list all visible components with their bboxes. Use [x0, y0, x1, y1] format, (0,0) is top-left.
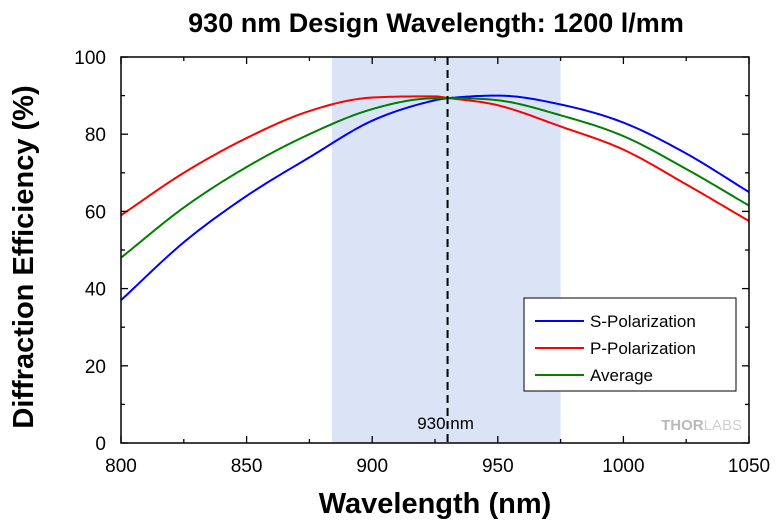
- y-tick-label: 60: [85, 202, 106, 223]
- y-tick-label: 20: [85, 357, 106, 378]
- watermark-part2: LABS: [704, 417, 742, 434]
- y-tick-labels: 0 20 40 60 80 100: [74, 48, 106, 455]
- x-tick-label: 850: [231, 456, 263, 477]
- y-tick-label: 0: [95, 434, 106, 455]
- svg-text:THORLABS: THORLABS: [661, 417, 742, 434]
- series-line-p-polarization: [120, 95, 750, 222]
- x-tick-label: 1050: [728, 456, 770, 477]
- series-line-average: [120, 97, 750, 259]
- thorlabs-watermark-logo: THORLABS: [661, 417, 742, 434]
- legend-label-average: Average: [590, 366, 653, 385]
- y-tick-label: 100: [74, 48, 106, 69]
- design-wavelength-label: 930 nm: [417, 414, 474, 433]
- y-tick-label: 40: [85, 280, 106, 301]
- y-tick-label: 80: [85, 125, 106, 146]
- y-axis-label: Diffraction Efficiency (%): [8, 85, 40, 428]
- curves: [120, 94, 750, 301]
- legend-label-p-polarization: P-Polarization: [590, 339, 696, 358]
- chart-title: 930 nm Design Wavelength: 1200 l/mm: [188, 8, 684, 38]
- legend-label-s-polarization: S-Polarization: [590, 312, 696, 331]
- plot-area: 930 nm: [120, 56, 750, 444]
- x-tick-label: 800: [105, 456, 137, 477]
- x-tick-label: 900: [356, 456, 388, 477]
- x-tick-label: 1000: [602, 456, 644, 477]
- watermark-part1: THOR: [661, 417, 704, 434]
- legend: S-Polarization P-Polarization Average: [523, 297, 737, 392]
- x-tick-labels: 800 850 900 950 1000 1050: [105, 456, 770, 477]
- x-tick-label: 950: [482, 456, 514, 477]
- axis-ticks: [120, 56, 750, 444]
- x-axis-label: Wavelength (nm): [319, 488, 552, 520]
